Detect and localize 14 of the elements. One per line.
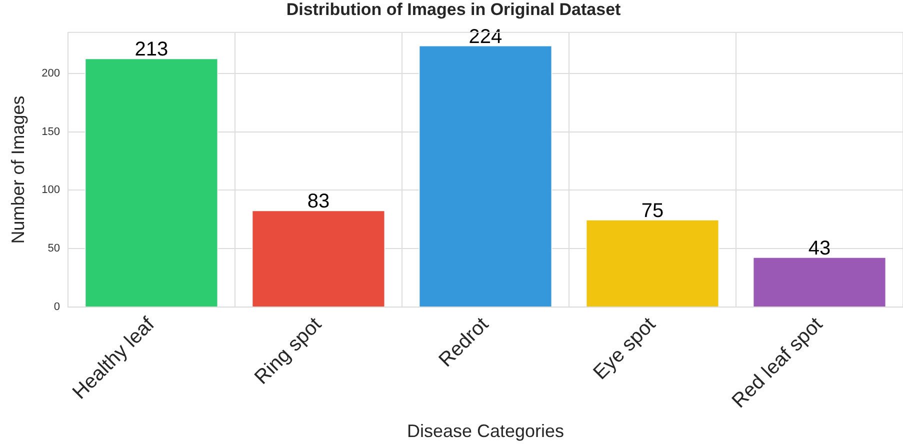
- data-label: 75: [641, 200, 664, 222]
- x-tick-label: Eye spot: [589, 313, 660, 384]
- y-tick-label: 100: [42, 184, 60, 196]
- data-label: 83: [307, 190, 330, 213]
- y-axis-title: Number of Images: [8, 96, 28, 244]
- data-label: 224: [468, 26, 502, 48]
- x-axis-title: Disease Categories: [406, 421, 564, 442]
- y-tick-label: 0: [54, 301, 60, 314]
- data-label: 43: [808, 237, 831, 260]
- y-tick-label: 50: [48, 242, 60, 255]
- chart-title: Distribution of Images in Original Dataset: [286, 0, 622, 19]
- y-tick-label: 200: [42, 67, 60, 80]
- data-label: 213: [134, 38, 168, 61]
- y-tick-label: 150: [42, 126, 60, 138]
